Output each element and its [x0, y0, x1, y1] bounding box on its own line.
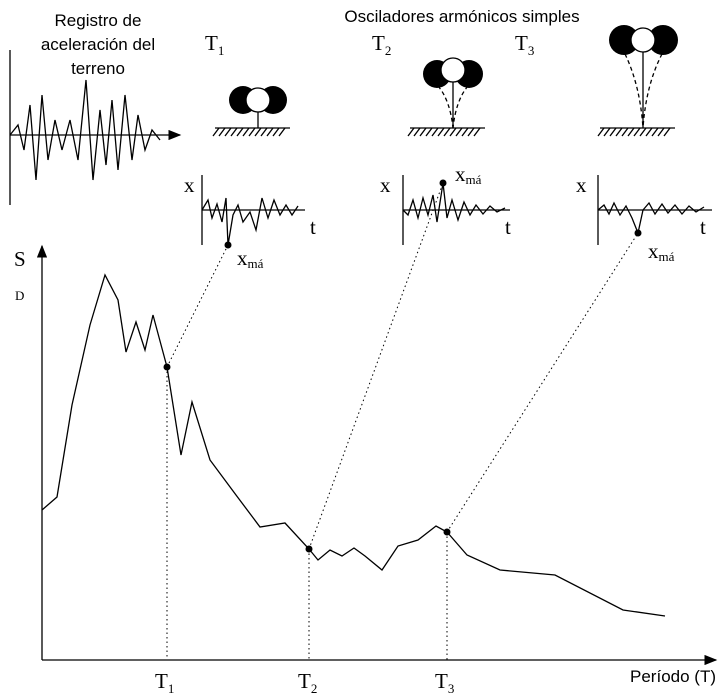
subscript: 1 [218, 43, 225, 58]
period-label: T2 [372, 31, 391, 58]
hatch [425, 127, 433, 137]
subscript: má [248, 256, 264, 271]
title: Osciladores armónicos simples [344, 7, 579, 26]
response-trace [402, 182, 506, 223]
hatch [260, 127, 268, 137]
hatch [633, 127, 641, 137]
hatch [603, 127, 611, 137]
mass-ghost [609, 25, 639, 55]
response-x-label: t [310, 215, 316, 239]
x-label: Período (T) [630, 667, 716, 686]
hatch [651, 127, 659, 137]
hatch [242, 127, 250, 137]
hatch [413, 127, 421, 137]
hatch [230, 127, 238, 137]
mass [245, 87, 271, 113]
record-label: Registro de [55, 11, 142, 30]
mass [630, 27, 656, 53]
oscillators: T1 T2 T3 x t xmá x t xmá x t xmá [184, 25, 712, 271]
subscript: 1 [168, 681, 175, 694]
letter: T [372, 31, 385, 55]
hatch [437, 127, 445, 137]
hatch [407, 127, 415, 137]
subscript: má [466, 172, 482, 187]
record-label: aceleración del [41, 35, 155, 54]
period-tick: T1 [155, 669, 174, 694]
letter: x [648, 239, 659, 263]
hatch [236, 127, 244, 137]
peak-label: xmá [455, 162, 482, 187]
response-y-label: x [184, 173, 195, 197]
record-label: terreno [71, 59, 125, 78]
letter: x [455, 162, 466, 186]
hatch [449, 127, 457, 137]
response-trace [597, 201, 705, 236]
hatch [627, 127, 635, 137]
peak [439, 179, 447, 187]
letter: T [515, 31, 528, 55]
hatch [278, 127, 286, 137]
letter: T [155, 669, 168, 693]
spectrum: S D Período (T) T1 T2 T3 [14, 182, 718, 694]
hatch [639, 127, 647, 137]
hatch [218, 127, 226, 137]
stem-ghost [624, 53, 663, 129]
hatch [248, 127, 256, 137]
hatch [254, 127, 262, 137]
response-y-label: x [576, 173, 587, 197]
peak-label: xmá [648, 239, 675, 264]
y-label-subscript: D [15, 288, 24, 303]
mass [440, 57, 466, 83]
hatch [657, 127, 665, 137]
ground-record: Registro de aceleración del terreno [9, 11, 182, 205]
response-trace [201, 197, 299, 246]
mass-ghost [648, 25, 678, 55]
hatch [473, 127, 481, 137]
letter: T [205, 31, 218, 55]
spectrum-point [443, 528, 451, 536]
spectrum-point [305, 545, 313, 553]
response-x-label: t [505, 215, 511, 239]
response-y-label: x [380, 173, 391, 197]
peak-label: xmá [237, 246, 264, 271]
subscript: 2 [385, 43, 392, 58]
period-label: T1 [205, 31, 224, 58]
record-trace [9, 79, 161, 181]
y-label: S [14, 247, 26, 271]
hatch [455, 127, 463, 137]
hatch [212, 127, 220, 137]
hatch [419, 127, 427, 137]
hatch [663, 127, 671, 137]
hatch [597, 127, 605, 137]
hatch [467, 127, 475, 137]
hatch [272, 127, 280, 137]
subscript: má [659, 249, 675, 264]
hatch [431, 127, 439, 137]
leader-lines [166, 182, 639, 660]
hatch [615, 127, 623, 137]
hatch [645, 127, 653, 137]
peak [634, 229, 642, 237]
period-tick: T3 [435, 669, 454, 694]
letter: x [237, 246, 248, 270]
hatch [461, 127, 469, 137]
letter: T [298, 669, 311, 693]
hatch [443, 127, 451, 137]
hatch [621, 127, 629, 137]
hatch [266, 127, 274, 137]
hatch [609, 127, 617, 137]
hatch [224, 127, 232, 137]
subscript: 3 [528, 43, 535, 58]
subscript: 3 [448, 681, 455, 694]
period-label: T3 [515, 31, 534, 58]
spectrum-point [163, 363, 171, 371]
spectrum-curve [41, 273, 666, 617]
letter: T [435, 669, 448, 693]
response-x-label: t [700, 215, 706, 239]
subscript: 2 [311, 681, 318, 694]
stem-ghost [437, 85, 469, 129]
period-tick: T2 [298, 669, 317, 694]
